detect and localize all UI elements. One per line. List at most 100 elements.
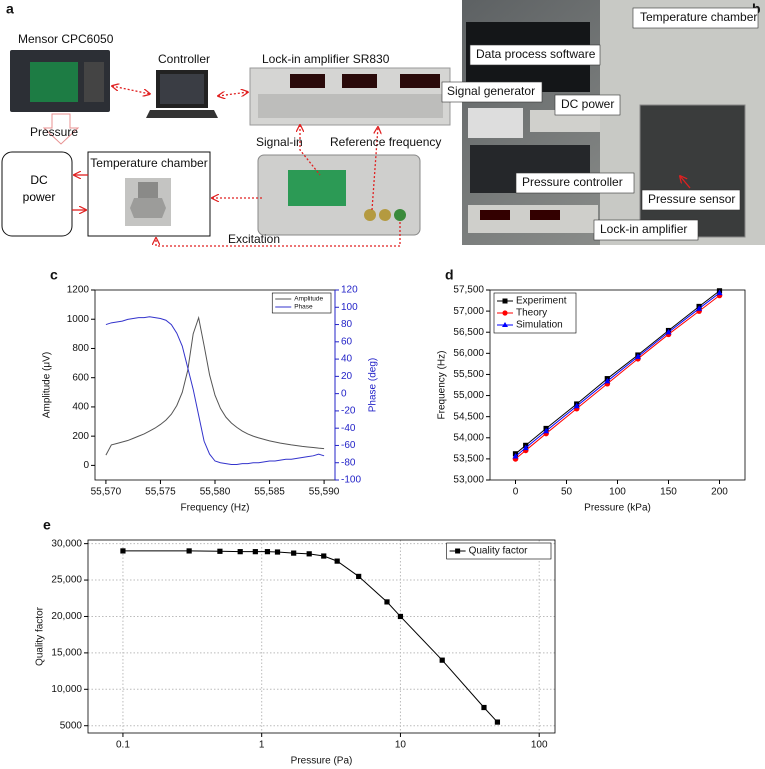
marker [264,549,271,555]
y-tick-label: 1200 [67,285,90,296]
marker [334,558,340,564]
y-tick-label: 56,000 [453,348,484,359]
label: Data process software [476,47,596,61]
label-box [641,189,741,211]
panel-b: b Temperature chamber Data process softw… [441,0,765,245]
arrow [300,125,321,176]
photo-window [639,104,746,238]
label-box [554,94,621,116]
legend-label: Simulation [516,320,563,331]
marker [356,573,362,580]
y2-tick-label: -80 [341,457,356,468]
lockin-device [249,67,451,126]
signal-generator [257,154,421,236]
marker [291,550,297,556]
legend-label: Amplitude [294,296,323,303]
label: DC power [561,97,614,111]
legend-marker [455,548,461,554]
y-tick-label: 56,500 [453,327,484,338]
marker [321,553,327,559]
y-tick-label: 55,500 [453,369,484,380]
y-tick-label: 55,000 [453,390,484,401]
y-axis-label: Quality factor [35,606,46,666]
y2-tick-label: -60 [341,440,356,451]
marker [494,719,501,725]
label: Reference frequency [330,135,441,149]
legend-label: Experiment [516,296,567,307]
arrow [218,92,248,96]
label: Mensor CPC6050 [18,32,114,46]
y2-tick-label: 40 [341,354,353,365]
legend-marker [502,322,508,327]
y2-tick-label: 60 [341,336,353,347]
label: Temperature chamber [90,156,207,170]
x-tick-label: 1 [259,740,265,751]
x-axis-label: Pressure (kPa) [584,503,651,514]
y-tick-label: 25,000 [51,575,82,586]
y2-tick-label: 0 [341,388,347,399]
label: Pressure [30,125,78,139]
y-tick-label: 15,000 [51,648,82,659]
marker [543,427,550,434]
label-box [593,219,699,241]
y2-tick-label: 100 [341,302,358,313]
y2-axis-label: Phase (deg) [368,358,379,412]
series-line [105,316,325,465]
marker [217,548,223,554]
marker [120,548,126,554]
x-tick-label: 55,590 [309,487,340,498]
y2-tick-label: 20 [341,371,353,382]
marker [573,402,580,409]
marker [696,305,703,311]
label: Excitation [228,232,280,246]
label: Pressure controller [522,175,623,189]
marker [481,704,487,711]
marker [522,444,529,451]
y-tick-label: 10,000 [51,684,82,695]
panel-a: a Mensor CPC6050 Controller Lock-in ampl… [1,1,451,247]
x-tick-label: 50 [561,487,573,498]
panel-letter: d [445,267,454,283]
marker [397,613,404,620]
x-tick-label: 0 [513,487,519,498]
sensor-photo [125,178,171,226]
marker [306,551,312,557]
plot-frame [87,539,556,734]
marker [604,377,611,384]
y2-tick-label: -100 [341,475,361,486]
series-line [105,315,325,456]
marker [512,453,519,459]
y-tick-label: 53,000 [453,475,484,486]
y-axis-label: Frequency (Hz) [437,351,448,420]
marker [716,289,723,296]
arrow [112,86,150,94]
y-tick-label: 54,000 [453,432,484,443]
y-tick-label: 0 [83,460,89,471]
arrow [156,222,401,247]
x-tick-label: 55,575 [145,487,176,498]
legend-box [271,292,332,314]
marker [252,549,258,555]
y-tick-label: 400 [72,402,89,413]
label-box [515,172,635,194]
x-axis-label: Pressure (Pa) [291,756,353,767]
label: Pressure sensor [648,192,735,206]
y2-tick-label: 120 [341,285,358,296]
label-box [632,7,759,29]
label: Signal generator [447,84,535,98]
pressure-arrow [42,113,80,145]
label: Controller [158,52,210,66]
label: Signal-in [256,135,303,149]
y-tick-label: 20,000 [51,611,82,622]
marker [384,599,390,605]
x-tick-label: 200 [711,487,728,498]
y-tick-label: 5000 [60,720,83,731]
dc-box [1,151,73,237]
x-tick-label: 100 [609,487,626,498]
arrow [371,127,378,211]
label: Lock-in amplifier SR830 [262,52,390,66]
marker [237,549,243,555]
x-tick-label: 55,585 [254,487,285,498]
panel-letter: a [6,1,14,17]
